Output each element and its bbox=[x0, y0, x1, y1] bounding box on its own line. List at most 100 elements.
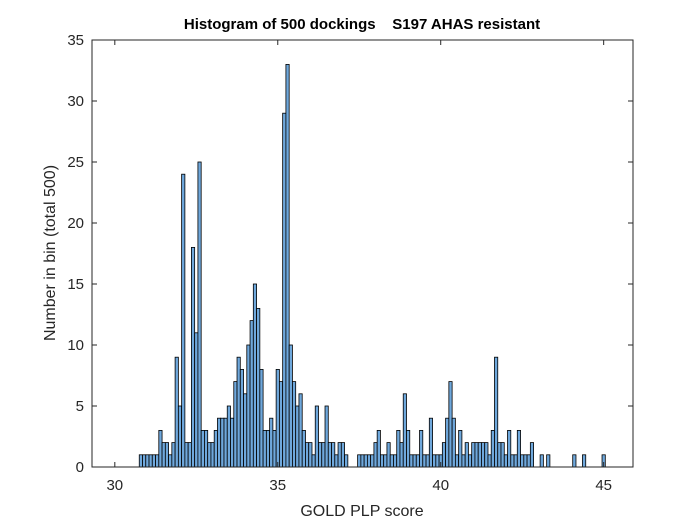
histogram-bar bbox=[230, 417, 235, 468]
histogram-bar bbox=[200, 429, 205, 468]
histogram-bar bbox=[412, 454, 417, 468]
y-tick-label: 0 bbox=[76, 459, 84, 476]
histogram-bar bbox=[396, 429, 401, 468]
histogram-bar bbox=[523, 454, 528, 468]
histogram-bar bbox=[285, 64, 290, 468]
histogram-bar bbox=[419, 429, 424, 468]
histogram-bar bbox=[503, 454, 508, 468]
histogram-bar bbox=[477, 442, 482, 468]
histogram-bar bbox=[272, 429, 277, 468]
histogram-bar bbox=[513, 454, 518, 468]
histogram-bar bbox=[308, 442, 313, 468]
histogram-bar bbox=[507, 429, 512, 468]
histogram-bar bbox=[526, 454, 531, 468]
plot-frame bbox=[91, 39, 634, 468]
histogram-bar bbox=[213, 429, 218, 468]
histogram-bar bbox=[572, 454, 577, 468]
histogram-bar bbox=[138, 454, 143, 468]
histogram-bar bbox=[220, 417, 225, 468]
histogram-bar bbox=[282, 112, 287, 468]
histogram-bar bbox=[252, 283, 257, 468]
histogram-bar bbox=[324, 405, 329, 468]
histogram-bar bbox=[298, 393, 303, 468]
histogram-bar bbox=[520, 454, 525, 468]
y-tick-label: 5 bbox=[76, 398, 84, 415]
histogram-bar bbox=[402, 393, 407, 468]
histogram-bar bbox=[464, 442, 469, 468]
histogram-bar bbox=[262, 429, 267, 468]
histogram-bar bbox=[259, 368, 264, 468]
histogram-bar bbox=[380, 454, 385, 468]
histogram-bar bbox=[194, 332, 199, 468]
histogram-bar bbox=[151, 454, 156, 468]
x-tick-label: 30 bbox=[106, 477, 123, 494]
histogram-bar bbox=[471, 442, 476, 468]
histogram-bar bbox=[500, 442, 505, 468]
x-tick-label: 45 bbox=[595, 477, 612, 494]
histogram-bar bbox=[197, 161, 202, 468]
histogram-bar bbox=[425, 454, 430, 468]
histogram-bar bbox=[546, 454, 551, 468]
y-tick-label: 30 bbox=[67, 93, 84, 110]
histogram-bar bbox=[582, 454, 587, 468]
y-axis-label: Number in bin (total 500) bbox=[42, 165, 59, 341]
histogram-bar bbox=[389, 454, 394, 468]
histogram-bar bbox=[236, 356, 241, 468]
histogram-bar bbox=[357, 454, 362, 468]
histogram-bar bbox=[265, 429, 271, 468]
histogram-bar bbox=[490, 429, 495, 468]
histogram-bar bbox=[468, 454, 473, 468]
histogram-bar bbox=[360, 454, 365, 468]
histogram-bar bbox=[327, 442, 332, 468]
chart-title: Histogram of 500 dockings S197 AHAS resi… bbox=[184, 16, 540, 33]
histogram-bar bbox=[363, 454, 368, 468]
histogram-bar bbox=[278, 381, 284, 468]
histogram-bar bbox=[142, 454, 147, 468]
histogram-bar bbox=[376, 429, 381, 468]
histogram-bar bbox=[187, 442, 192, 468]
histogram-bar bbox=[181, 173, 186, 468]
histogram-bar bbox=[422, 454, 427, 468]
histogram-bar bbox=[344, 454, 349, 468]
histogram-bar bbox=[269, 417, 274, 468]
histogram-bar bbox=[445, 417, 450, 468]
histogram-bar bbox=[474, 442, 479, 468]
histogram-bar bbox=[233, 381, 238, 468]
y-tick-label: 20 bbox=[67, 215, 84, 232]
histogram-bar bbox=[399, 442, 404, 468]
histogram-bar bbox=[428, 417, 433, 468]
y-tick-label: 10 bbox=[67, 337, 84, 354]
histogram-bar bbox=[441, 442, 447, 468]
histogram-bar bbox=[243, 393, 248, 468]
histogram-bar bbox=[497, 442, 502, 468]
histogram-bar bbox=[207, 442, 212, 468]
histogram-bar bbox=[370, 454, 375, 468]
histogram-bar bbox=[161, 442, 166, 468]
histogram-bar bbox=[510, 454, 515, 468]
histogram-bar bbox=[415, 454, 420, 468]
histogram-bar bbox=[210, 442, 215, 468]
histogram-bar bbox=[177, 405, 183, 468]
histogram-bar bbox=[435, 454, 440, 468]
histogram-bar bbox=[331, 442, 336, 468]
histogram-bar bbox=[171, 442, 176, 468]
histogram-bar bbox=[190, 246, 196, 468]
histogram-bar bbox=[337, 442, 342, 468]
histogram-bar bbox=[318, 442, 323, 468]
y-tick-label: 25 bbox=[67, 154, 84, 171]
histogram-bar bbox=[217, 417, 222, 468]
histogram-bar bbox=[148, 454, 153, 468]
histogram-bar bbox=[529, 442, 535, 468]
histogram-bar bbox=[174, 356, 179, 468]
histogram-bar bbox=[409, 454, 414, 468]
histogram-bar bbox=[461, 454, 466, 468]
histogram-bar bbox=[256, 307, 261, 468]
histogram-bar bbox=[155, 454, 160, 468]
histogram-bar bbox=[393, 454, 398, 468]
x-tick-label: 40 bbox=[432, 477, 449, 494]
histogram-bar bbox=[539, 454, 544, 468]
histogram-bar bbox=[454, 454, 460, 468]
y-tick-label: 35 bbox=[67, 32, 84, 49]
histogram-bar bbox=[223, 417, 228, 468]
